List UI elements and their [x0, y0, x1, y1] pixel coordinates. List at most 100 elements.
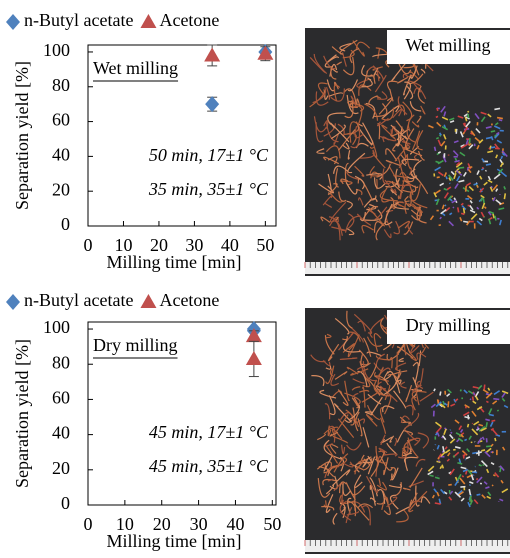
photo-label: Wet milling [405, 35, 490, 55]
plastic-wire [462, 476, 463, 477]
plastic-wire [495, 216, 496, 221]
photo [305, 28, 510, 276]
plastic-wire [440, 217, 441, 219]
annotation: 50 min, 17±1 °C [149, 145, 269, 165]
plastic-wire [438, 399, 439, 403]
plastic-wire [480, 483, 481, 484]
y-tick-label: 0 [61, 493, 70, 513]
point [204, 47, 220, 61]
plastic-wire [485, 419, 489, 420]
plastic-wire [498, 410, 499, 411]
plastic-wire [463, 221, 468, 222]
plastic-wire [492, 485, 493, 486]
plastic-wire [434, 389, 435, 391]
annotation-heading: Wet milling [93, 58, 178, 78]
plastic-wire [448, 401, 449, 407]
plastic-wire [466, 186, 467, 192]
plastic-wire [439, 225, 441, 226]
plastic-wire [468, 111, 469, 112]
plastic-wire [492, 452, 493, 453]
plastic-wire [486, 422, 487, 427]
legend-label: Acetone [159, 10, 219, 30]
annotation: 45 min, 17±1 °C [149, 422, 269, 442]
plastic-wire [458, 167, 464, 168]
legend-label: Acetone [159, 290, 219, 310]
y-tick-label: 60 [52, 110, 70, 130]
plastic-wire [437, 177, 440, 178]
plastic-wire [464, 453, 465, 456]
plastic-wire [451, 432, 452, 433]
plastic-wire [493, 214, 494, 219]
y-tick-label: 40 [52, 145, 70, 165]
plastic-wire [440, 392, 441, 396]
plastic-wire [458, 207, 459, 212]
figure: 02040608010001020304050Milling time [min… [0, 0, 510, 558]
plastic-wire [463, 455, 464, 459]
y-tick-label: 100 [43, 317, 70, 337]
plastic-wire [430, 475, 434, 476]
plastic-wire [469, 485, 470, 486]
plastic-wire [450, 430, 451, 431]
plastic-wire [464, 123, 465, 127]
plastic-wire [484, 385, 485, 390]
legend-label: n-Butyl acetate [24, 10, 133, 30]
plastic-wire [499, 120, 502, 121]
y-tick-label: 60 [52, 388, 70, 408]
plastic-wire [464, 208, 465, 213]
legend-marker [6, 14, 20, 30]
plastic-wire [460, 389, 461, 391]
plastic-wire [477, 494, 481, 495]
x-tick-label: 0 [84, 514, 93, 534]
plastic-wire [436, 138, 438, 139]
plastic-wire [454, 455, 455, 457]
plastic-wire [500, 468, 501, 473]
plastic-wire [446, 176, 447, 179]
plastic-wire [435, 503, 441, 504]
plastic-wire [476, 478, 477, 479]
point [246, 351, 262, 365]
plastic-wire [472, 472, 477, 473]
plastic-wire [477, 185, 478, 188]
plastic-wire [470, 499, 472, 500]
plastic-wire [491, 420, 495, 421]
plastic-wire [436, 116, 438, 117]
plastic-wire [486, 164, 491, 165]
y-axis-label: Separation yield [%] [12, 339, 32, 488]
x-axis-label: Milling time [min] [107, 531, 242, 551]
plastic-wire [473, 397, 474, 401]
plastic-wire [491, 131, 495, 132]
plastic-wire [481, 450, 485, 451]
plastic-wire [468, 424, 469, 427]
copper-wire [397, 352, 398, 370]
x-tick-label: 50 [263, 514, 281, 534]
y-tick-label: 0 [61, 214, 70, 234]
plastic-wire [435, 147, 436, 151]
legend-label: n-Butyl acetate [24, 290, 133, 310]
photo-label: Dry milling [406, 315, 491, 335]
plastic-wire [485, 170, 486, 171]
plastic-wire [489, 414, 494, 415]
plastic-wire [481, 198, 482, 202]
legend-marker [6, 294, 20, 310]
x-axis-label: Milling time [min] [107, 252, 242, 272]
plastic-wire [491, 147, 495, 148]
plastic-wire [494, 108, 500, 109]
annotation-heading: Dry milling [93, 335, 178, 355]
plastic-wire [474, 393, 475, 396]
plastic-wire [448, 485, 451, 486]
plastic-wire [437, 108, 438, 111]
x-tick-label: 50 [256, 235, 274, 255]
y-tick-label: 80 [52, 75, 70, 95]
annotation: 35 min, 35±1 °C [148, 179, 269, 199]
plastic-wire [453, 207, 454, 208]
plastic-wire [493, 475, 495, 476]
plastic-wire [464, 439, 466, 440]
plastic-wire [486, 401, 488, 402]
plastic-wire [445, 205, 446, 206]
plastic-wire [479, 465, 482, 466]
y-tick-label: 40 [52, 423, 70, 443]
y-tick-label: 80 [52, 352, 70, 372]
legend-marker [140, 14, 156, 28]
ruler [305, 262, 510, 274]
plastic-wire [489, 148, 490, 149]
